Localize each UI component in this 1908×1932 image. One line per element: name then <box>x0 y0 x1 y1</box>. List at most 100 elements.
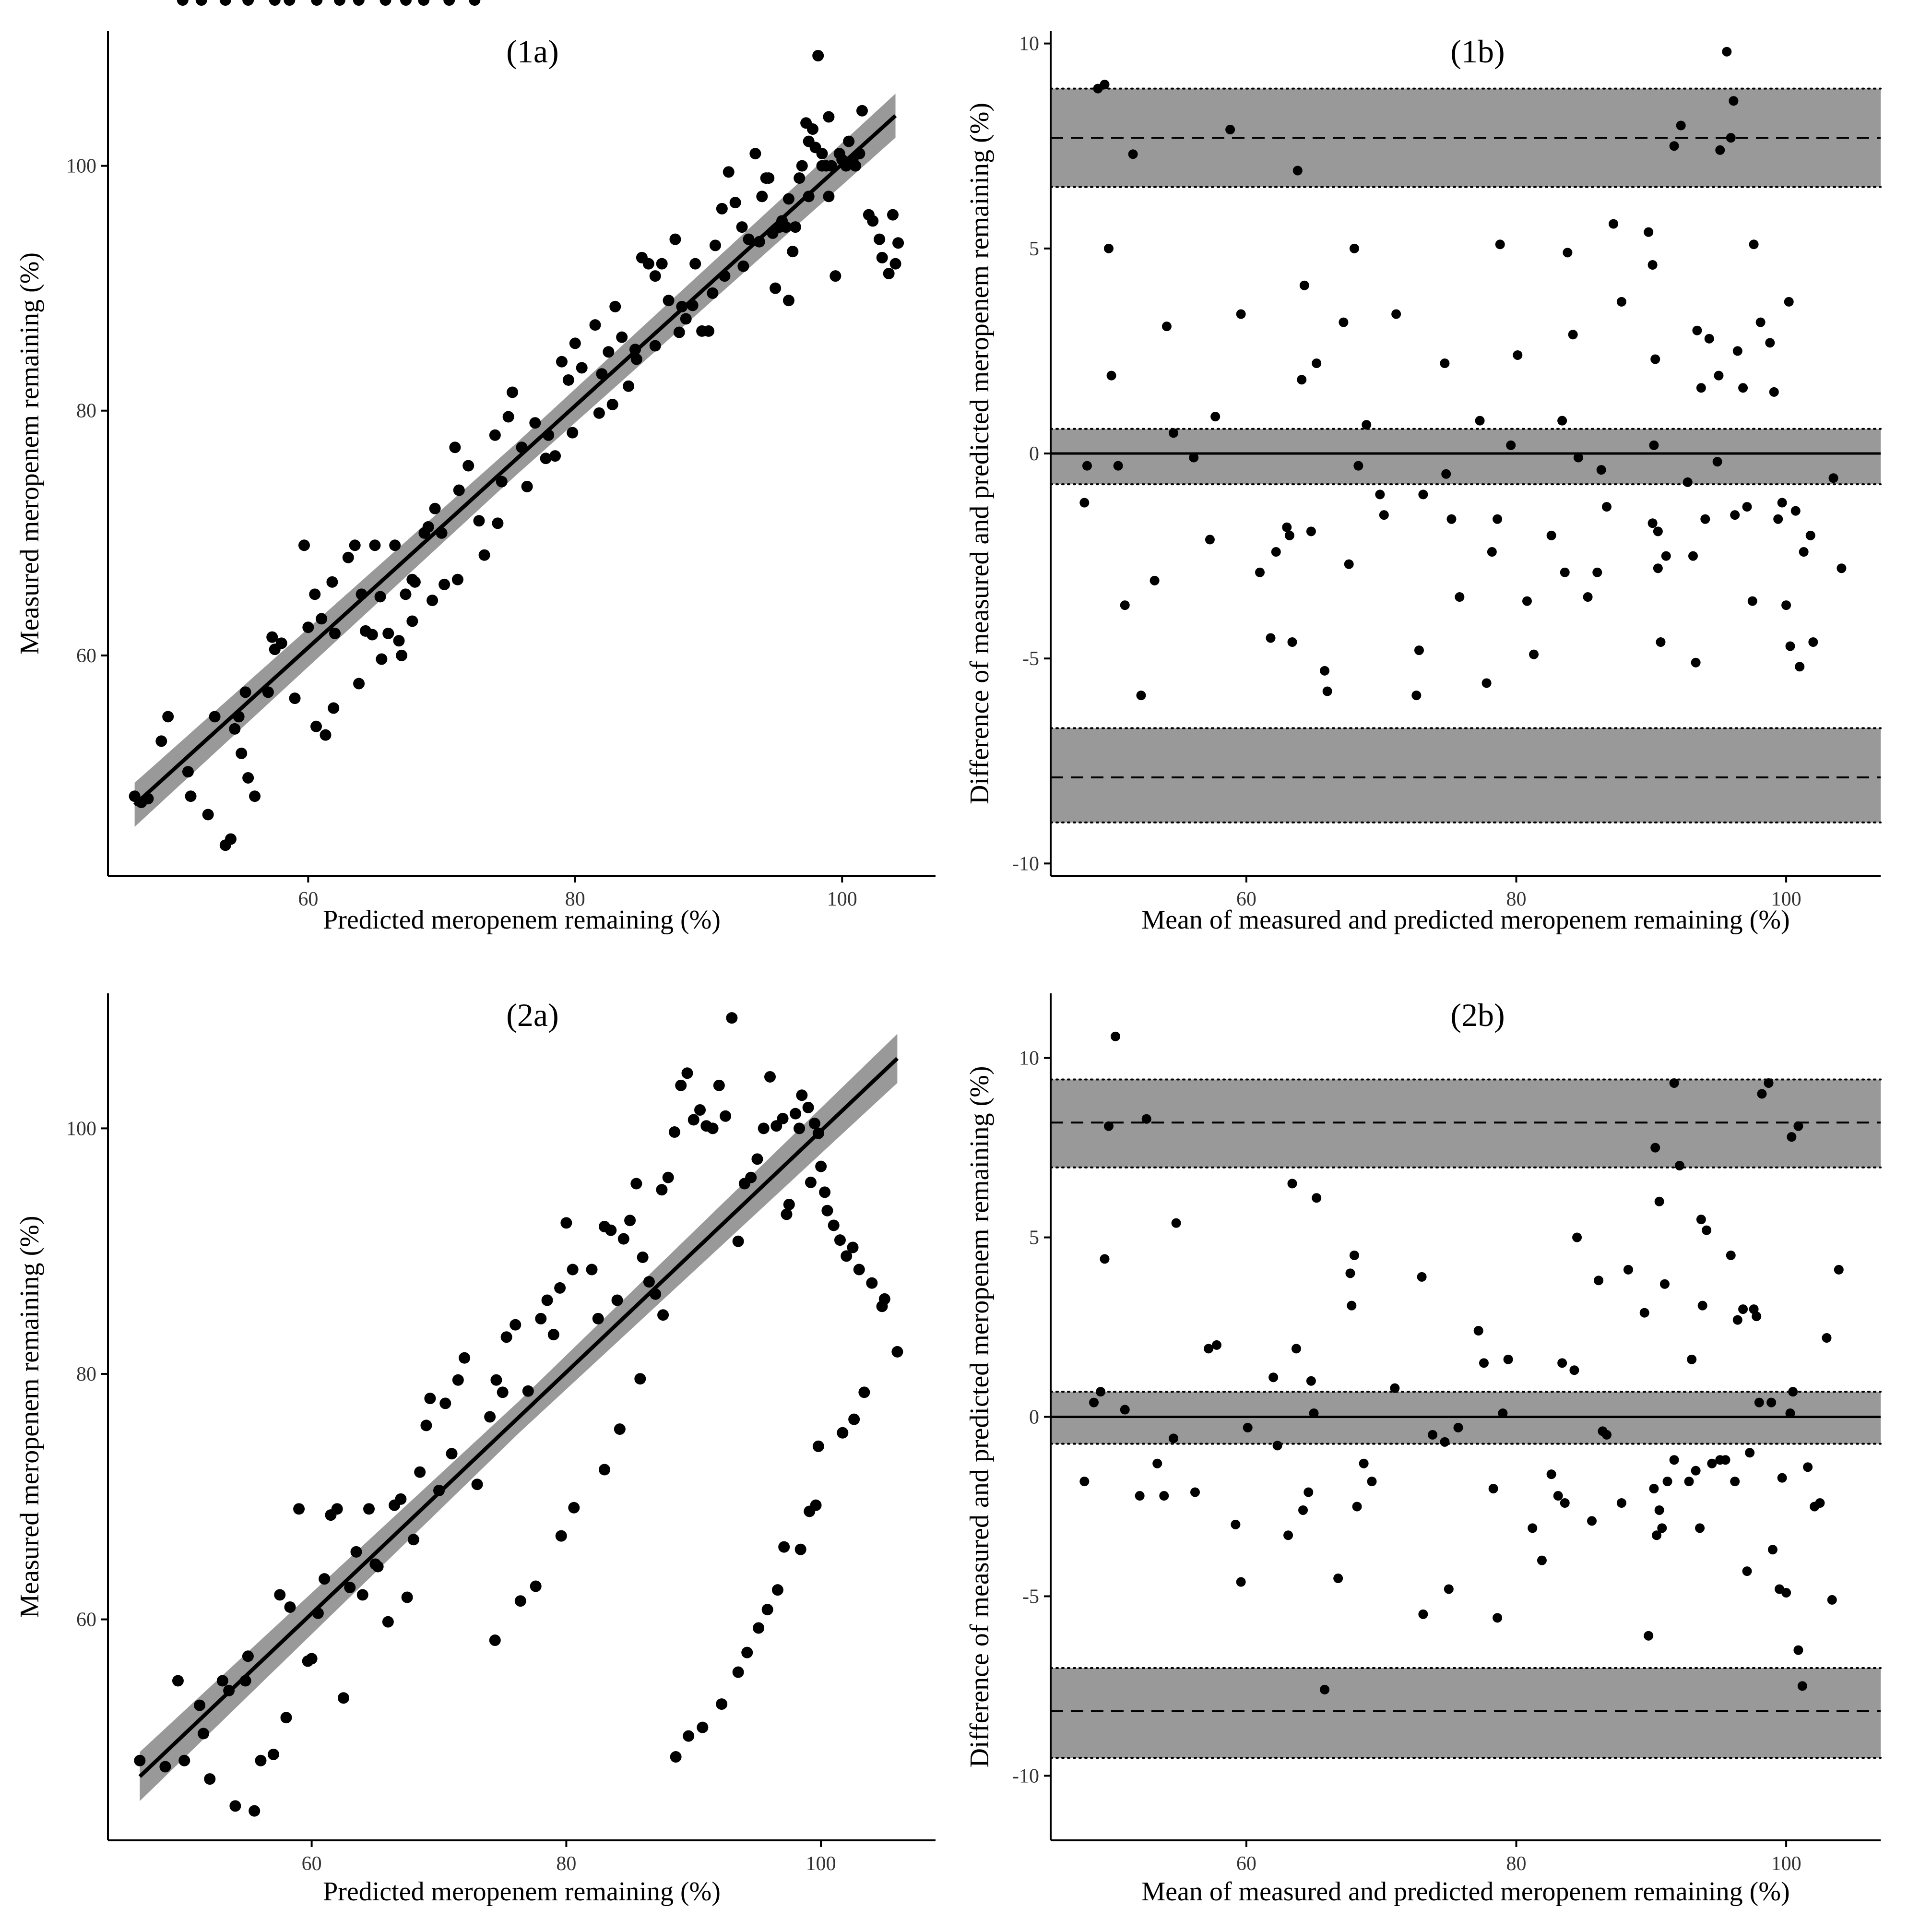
data-point <box>269 0 281 6</box>
data-point <box>1168 428 1178 438</box>
data-point <box>400 588 412 600</box>
x-tick-label: 100 <box>827 888 857 910</box>
data-point <box>459 1352 471 1364</box>
data-point <box>407 1534 419 1546</box>
data-point <box>195 0 207 6</box>
data-point <box>1152 1458 1162 1468</box>
data-point <box>1453 1422 1463 1432</box>
data-point <box>1714 370 1724 381</box>
y-tick-label: 100 <box>66 155 96 178</box>
data-point <box>216 1675 228 1687</box>
data-point <box>1790 506 1801 516</box>
data-point <box>1738 1304 1748 1314</box>
data-point <box>1587 1516 1597 1526</box>
data-point <box>1696 1215 1706 1225</box>
data-point <box>219 0 231 6</box>
data-point <box>830 270 841 282</box>
data-point <box>1757 1089 1767 1099</box>
data-point <box>342 551 354 563</box>
data-point <box>382 1616 394 1628</box>
data-point <box>787 246 799 258</box>
data-point <box>1312 1193 1322 1203</box>
data-point <box>1266 633 1276 643</box>
data-point <box>280 1712 292 1724</box>
data-point <box>1805 530 1815 540</box>
data-point <box>874 233 886 245</box>
data-point <box>562 374 574 386</box>
data-point <box>1168 1433 1178 1443</box>
data-point <box>490 1374 502 1386</box>
data-point <box>1111 1031 1121 1041</box>
data-point <box>794 1543 806 1555</box>
data-point <box>1089 1397 1099 1407</box>
data-point <box>316 613 328 625</box>
data-point <box>1696 383 1706 393</box>
data-point <box>1189 453 1199 463</box>
data-point <box>1529 649 1539 659</box>
data-point <box>1661 551 1671 561</box>
data-point <box>650 1288 662 1300</box>
data-point <box>236 747 248 759</box>
data-point <box>177 0 189 6</box>
data-point <box>1546 1469 1556 1479</box>
data-point <box>1333 1574 1343 1584</box>
data-point <box>689 258 701 270</box>
data-point <box>1764 1078 1774 1088</box>
data-point <box>1225 125 1235 135</box>
data-point <box>1553 1491 1563 1501</box>
data-point <box>239 1675 251 1687</box>
data-point <box>1773 514 1783 524</box>
data-point <box>489 1634 501 1646</box>
data-point <box>624 1215 636 1227</box>
data-point <box>789 221 801 233</box>
data-point <box>649 340 661 352</box>
data-point <box>589 319 601 331</box>
data-point <box>275 637 287 649</box>
data-point <box>756 191 768 203</box>
data-point <box>1287 637 1297 647</box>
regression-line <box>138 1057 899 1778</box>
data-point <box>427 595 438 607</box>
data-point <box>847 1241 859 1253</box>
data-point <box>1349 243 1359 253</box>
data-point <box>569 337 581 349</box>
data-point <box>794 172 806 184</box>
x-tick-label: 80 <box>565 888 585 910</box>
data-point <box>805 1176 817 1188</box>
data-point <box>1707 1458 1717 1468</box>
data-point <box>1676 120 1686 131</box>
data-point <box>1647 518 1658 528</box>
data-point <box>350 1546 362 1558</box>
data-point <box>1795 662 1805 672</box>
data-point <box>1190 1487 1200 1497</box>
data-point <box>1797 1681 1807 1691</box>
data-point <box>293 1503 305 1515</box>
data-point <box>541 1294 553 1306</box>
data-point <box>1150 575 1160 585</box>
data-point <box>239 686 251 698</box>
y-tick-label: 80 <box>76 1363 96 1385</box>
data-point <box>1537 1555 1547 1565</box>
data-point <box>889 258 901 270</box>
data-point <box>1738 383 1748 393</box>
data-point <box>1309 1408 1319 1419</box>
data-point <box>1236 309 1246 319</box>
data-point <box>1205 535 1215 545</box>
data-point <box>326 576 338 588</box>
data-point <box>770 282 782 294</box>
data-point <box>675 1079 687 1091</box>
data-point <box>489 429 501 441</box>
data-point <box>614 1423 626 1435</box>
data-point <box>418 0 430 6</box>
data-point <box>155 735 167 747</box>
panel-1b-bland-altman: 60 80 100 -10 -5 0 5 10 (1b) Mean of measured and… <box>965 31 1882 935</box>
data-point <box>1647 260 1658 270</box>
data-point <box>255 1754 267 1766</box>
data-point <box>134 1754 146 1766</box>
data-point <box>687 299 699 311</box>
data-point <box>1596 465 1606 475</box>
data-point <box>1136 691 1146 701</box>
data-point <box>1784 297 1794 307</box>
data-point <box>433 1484 445 1496</box>
x-tick-label: 80 <box>556 1853 576 1875</box>
